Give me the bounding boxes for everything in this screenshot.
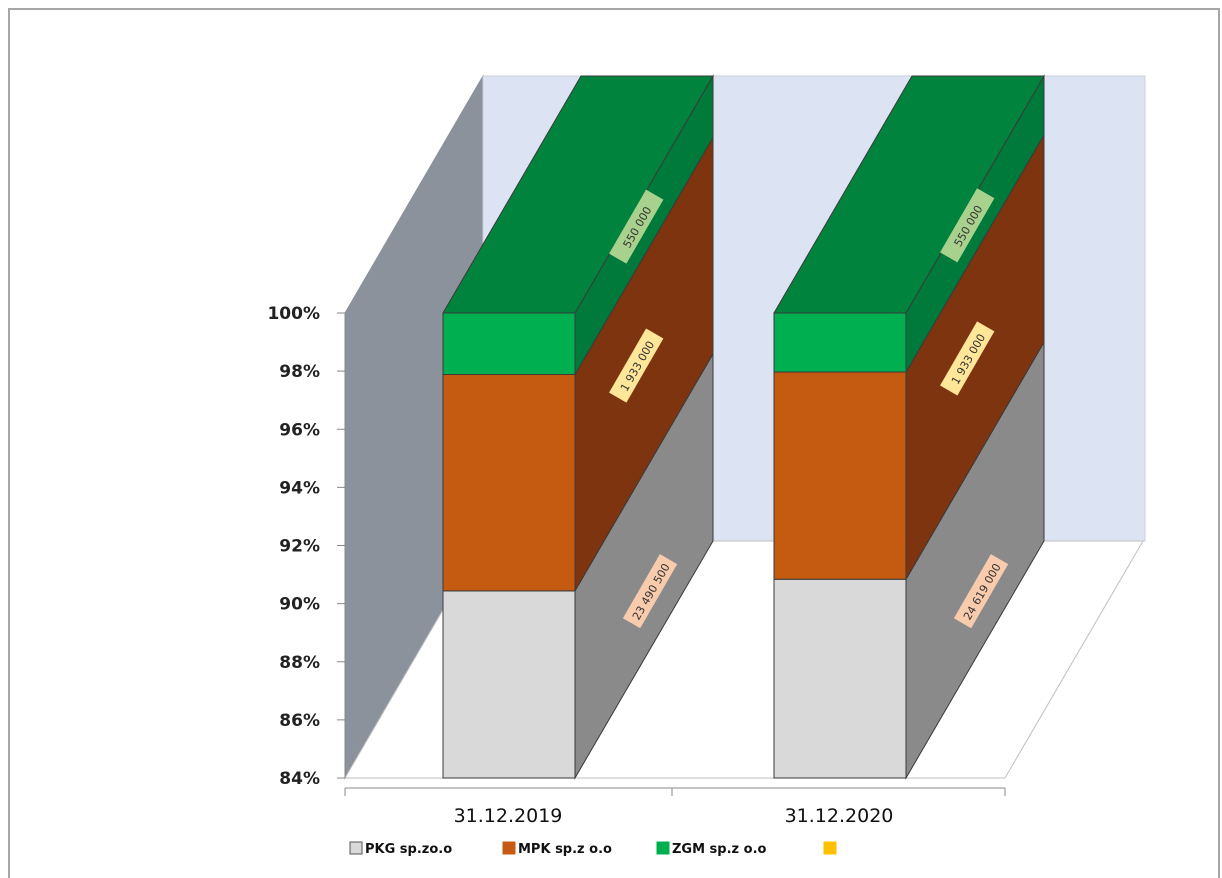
y-tick-label: 90% xyxy=(279,595,320,615)
bar-front-0-1 xyxy=(773,578,907,779)
y-tick-label: 98% xyxy=(279,362,320,382)
y-tick-label: 96% xyxy=(279,420,320,440)
y-tick-label: 100% xyxy=(267,304,320,324)
data-label-bg xyxy=(940,321,995,396)
bar-front-0-0 xyxy=(442,590,576,779)
bar-top-2-0 xyxy=(442,75,714,314)
bar-front-2-1 xyxy=(773,312,907,373)
legend-swatch xyxy=(502,841,516,855)
legend-swatch xyxy=(656,841,670,855)
data-label-bg xyxy=(953,554,1009,629)
x-tick-label: 31.12.2020 xyxy=(785,805,894,827)
bar-front-2-0 xyxy=(442,312,576,376)
bar-front-1-0 xyxy=(442,374,576,592)
x-tick-label: 31.12.2019 xyxy=(454,805,563,827)
y-tick-label: 86% xyxy=(279,711,320,731)
legend-swatch xyxy=(823,841,837,855)
legend-label: MPK sp.z o.o xyxy=(518,842,612,857)
y-tick-label: 88% xyxy=(279,653,320,673)
y-tick-label: 84% xyxy=(279,769,320,789)
chart-area: 23 490 500 1 933 000 550 000 24 619 000 1 93… xyxy=(8,8,1220,878)
data-label-bg xyxy=(940,188,995,263)
y-tick-label: 94% xyxy=(279,478,320,498)
legend-swatch xyxy=(349,841,363,855)
data-label-bg xyxy=(622,554,678,629)
y-tick-label: 92% xyxy=(279,537,320,557)
bar-top-2-1 xyxy=(773,75,1045,314)
legend-label: ZGM sp.z o.o xyxy=(672,842,767,857)
bar-front-1-1 xyxy=(773,371,907,580)
legend-label: PKG sp.zo.o xyxy=(365,842,452,857)
data-label-bg xyxy=(609,328,664,403)
data-label-bg xyxy=(609,189,664,264)
